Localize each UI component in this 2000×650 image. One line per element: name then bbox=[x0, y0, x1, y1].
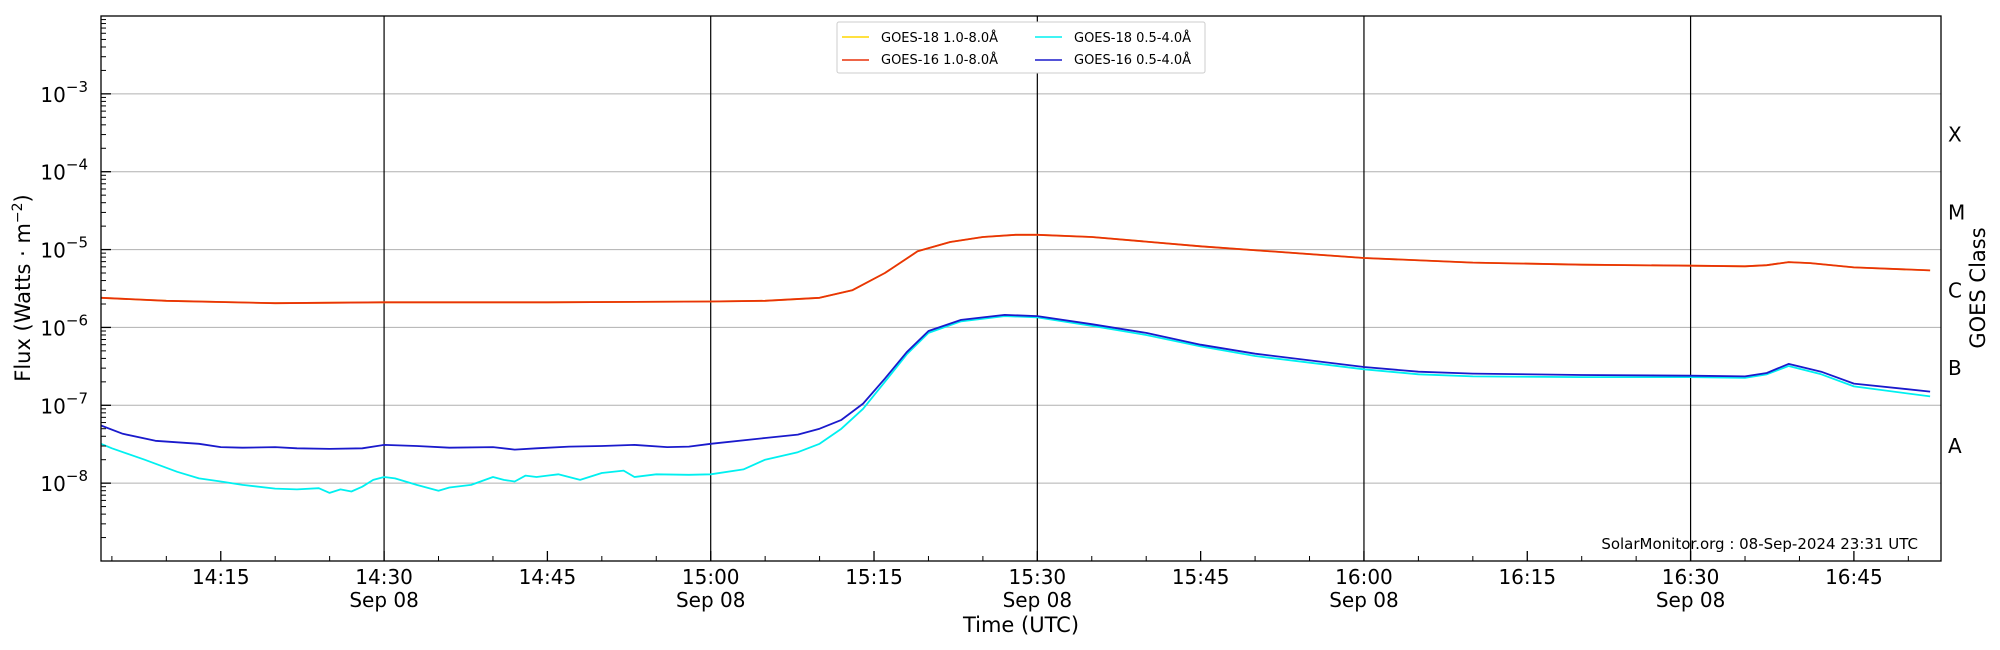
goes-class-label-b: B bbox=[1948, 356, 1962, 380]
legend-label-goes18-long: GOES-18 1.0-8.0Å bbox=[881, 30, 998, 46]
y-tick-label: 10−7 bbox=[40, 389, 88, 418]
x-tick-date-label: Sep 08 bbox=[1003, 588, 1073, 612]
y-tick-exponent: −4 bbox=[66, 156, 88, 174]
x-tick-label: 14:30 bbox=[355, 565, 413, 589]
x-tick-date-label: Sep 08 bbox=[676, 588, 746, 612]
y-tick-base: 10 bbox=[40, 161, 65, 185]
y-axis-label-close: ) bbox=[11, 194, 35, 202]
source-annotation: SolarMonitor.org : 08-Sep-2024 23:31 UTC bbox=[1601, 535, 1918, 553]
goes-class-label-m: M bbox=[1948, 200, 1965, 224]
x-tick-date-label: Sep 08 bbox=[1656, 588, 1726, 612]
goes-class-label-x: X bbox=[1948, 123, 1962, 147]
series-goes18-short bbox=[100, 315, 1931, 494]
y-tick-base: 10 bbox=[40, 316, 65, 340]
x-tick-date-label: Sep 08 bbox=[1329, 588, 1399, 612]
grid-lines bbox=[101, 93, 1941, 484]
y-tick-exponent: −3 bbox=[66, 78, 88, 96]
series-goes18-long bbox=[100, 233, 1931, 305]
y-tick-base: 10 bbox=[40, 394, 65, 418]
y-axis-label-main: Flux (Watts · m bbox=[11, 223, 35, 382]
plot-frame bbox=[100, 15, 1942, 562]
x-tick-label: 16:30 bbox=[1662, 565, 1720, 589]
axis-ticks bbox=[101, 19, 1909, 561]
y-axis-label: Flux (Watts · m−2) bbox=[10, 194, 35, 382]
legend: GOES-18 1.0-8.0Å GOES-16 1.0-8.0Å GOES-1… bbox=[836, 21, 1206, 74]
goes-class-axis-label: GOES Class bbox=[1966, 227, 1990, 348]
x-tick-label: 15:15 bbox=[845, 565, 903, 589]
x-tick-label: 14:45 bbox=[519, 565, 577, 589]
x-tick-date-label: Sep 08 bbox=[349, 588, 419, 612]
y-tick-label: 10−8 bbox=[40, 467, 88, 496]
x-tick-label: 14:15 bbox=[192, 565, 250, 589]
x-tick-label: 15:00 bbox=[682, 565, 740, 589]
legend-label-goes18-short: GOES-18 0.5-4.0Å bbox=[1074, 30, 1191, 46]
x-tick-label: 16:15 bbox=[1498, 565, 1556, 589]
y-tick-label: 10−5 bbox=[40, 234, 88, 263]
y-tick-label: 10−6 bbox=[40, 311, 88, 340]
legend-frame bbox=[836, 21, 1206, 74]
y-tick-label: 10−4 bbox=[40, 156, 88, 185]
y-tick-exponent: −7 bbox=[66, 389, 88, 407]
goes-class-label-a: A bbox=[1948, 434, 1962, 458]
x-tick-label: 15:30 bbox=[1009, 565, 1067, 589]
y-tick-exponent: −5 bbox=[66, 234, 88, 252]
series-goes16-long bbox=[100, 233, 1931, 305]
x-tick-label: 16:00 bbox=[1335, 565, 1393, 589]
legend-label-goes16-long: GOES-16 1.0-8.0Å bbox=[881, 52, 998, 68]
goes-class-label-c: C bbox=[1948, 278, 1962, 302]
series-lines bbox=[100, 233, 1931, 494]
legend-label-goes16-short: GOES-16 0.5-4.0Å bbox=[1074, 52, 1191, 68]
x-tick-label: 16:45 bbox=[1825, 565, 1883, 589]
x-axis-label: Time (UTC) bbox=[962, 613, 1079, 637]
y-tick-exponent: −8 bbox=[66, 467, 88, 485]
y-tick-base: 10 bbox=[40, 83, 65, 107]
y-tick-label: 10−3 bbox=[40, 78, 88, 107]
series-goes16-short bbox=[100, 313, 1931, 451]
y-axis-label-exponent: −2 bbox=[10, 202, 26, 223]
x-tick-label: 15:45 bbox=[1172, 565, 1230, 589]
y-tick-base: 10 bbox=[40, 239, 65, 263]
y-tick-base: 10 bbox=[40, 472, 65, 496]
day-marker-lines bbox=[383, 16, 1692, 561]
y-tick-exponent: −6 bbox=[66, 311, 88, 329]
